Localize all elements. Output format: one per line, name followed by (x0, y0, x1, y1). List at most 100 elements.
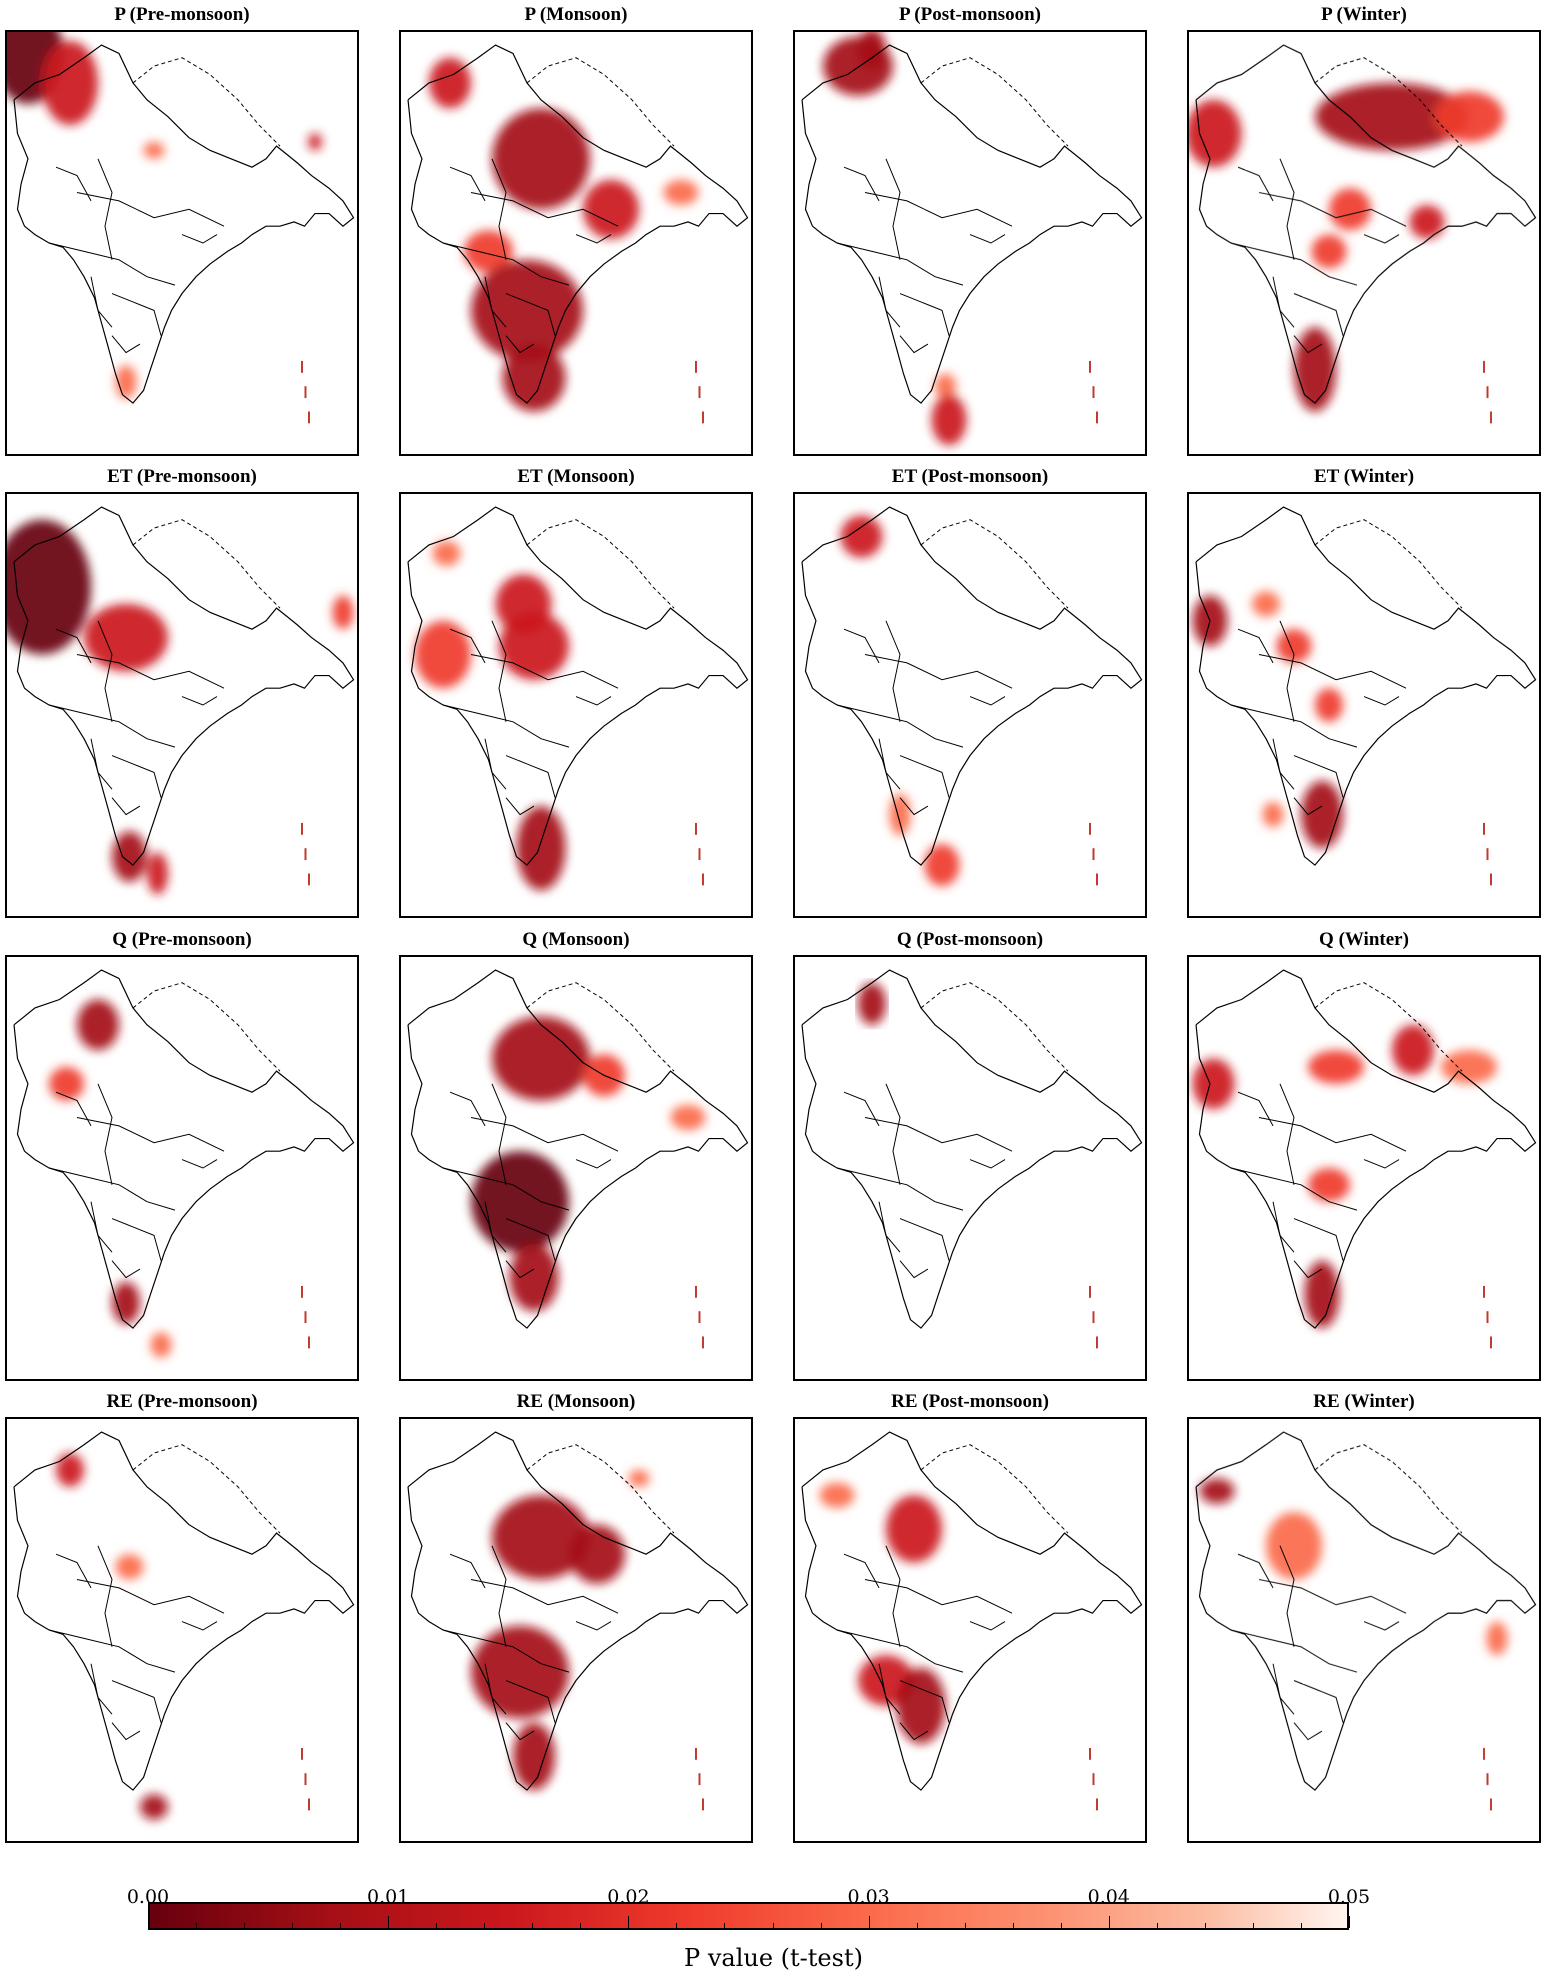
island-mark (1486, 386, 1489, 399)
significance-region (509, 1243, 559, 1312)
state-boundary (864, 653, 1013, 689)
island-mark (301, 822, 303, 835)
island-mark (695, 1747, 697, 1760)
island-mark (1092, 1311, 1095, 1324)
colorbar-tick-mark (724, 1923, 726, 1928)
state-boundary (505, 1260, 535, 1279)
island-mark (698, 848, 701, 861)
map-frame (1187, 955, 1541, 1381)
state-boundary (181, 696, 218, 706)
state-boundary (97, 1083, 113, 1185)
state-boundary (1272, 1201, 1295, 1253)
panel-title: P (Monsoon) (524, 4, 628, 25)
state-boundary (484, 1201, 507, 1253)
colorbar-tick-mark (628, 1916, 630, 1928)
island-mark (695, 360, 697, 373)
state-boundary (885, 620, 901, 722)
state-boundary (48, 704, 176, 748)
colorbar-tick-label: 0.05 (1327, 1886, 1371, 1908)
significance-region (1308, 1168, 1350, 1202)
island-outline (1331, 1794, 1349, 1828)
state-boundary (449, 166, 486, 202)
significance-region (1311, 234, 1347, 269)
significance-region (308, 133, 322, 151)
disputed-boundary (920, 519, 1069, 609)
map-panel: P (Post-monsoon) (793, 4, 1147, 456)
state-boundary (899, 755, 950, 798)
disputed-boundary (920, 1444, 1069, 1534)
island-mark (301, 1285, 303, 1298)
colorbar-tick-mark (1108, 1916, 1110, 1928)
disputed-boundary (1314, 57, 1463, 147)
significance-region (143, 141, 165, 159)
state-boundary (836, 1167, 964, 1211)
island-outline (543, 1332, 561, 1366)
island-mark (1092, 848, 1095, 861)
map-svg (407, 44, 749, 424)
state-boundary (1363, 1159, 1400, 1169)
map-frame (5, 30, 359, 456)
state-boundary (575, 234, 612, 244)
state-boundary (442, 704, 570, 748)
significance-region (840, 515, 883, 558)
significance-region (49, 1066, 85, 1101)
significance-region (1409, 205, 1445, 239)
state-boundary (90, 276, 113, 328)
state-boundary (1258, 191, 1407, 227)
significance-region (583, 179, 639, 239)
state-boundary (1230, 242, 1358, 286)
state-boundary (1293, 797, 1323, 816)
island-mark (1089, 822, 1091, 835)
state-boundary (969, 1621, 1006, 1631)
island-mark (1490, 873, 1492, 886)
island-mark (698, 1773, 701, 1786)
map-panel: RE (Monsoon) (399, 1391, 753, 1843)
state-boundary (1363, 696, 1400, 706)
significance-region (499, 612, 569, 680)
island-outline (1331, 1332, 1349, 1366)
map-frame (793, 955, 1147, 1381)
island-mark (695, 1285, 697, 1298)
map-frame (1187, 1417, 1541, 1843)
significance-region (858, 982, 886, 1025)
state-boundary (111, 755, 162, 798)
colorbar-tick-mark (196, 1923, 198, 1928)
disputed-boundary (920, 982, 1069, 1072)
coastline (13, 44, 355, 404)
panel-title: ET (Monsoon) (517, 466, 635, 487)
significance-region (924, 843, 960, 887)
significance-region (84, 603, 168, 672)
state-boundary (899, 1260, 929, 1279)
significance-region (1308, 1050, 1364, 1084)
island-mark (304, 848, 307, 861)
significance-region (42, 40, 98, 126)
map-frame (5, 955, 359, 1381)
state-boundary (55, 1553, 92, 1589)
state-boundary (449, 1091, 486, 1127)
panel-title: P (Pre-monsoon) (114, 4, 250, 25)
state-boundary (111, 1218, 162, 1261)
colorbar-tick-mark (388, 1916, 390, 1928)
island-mark (702, 1798, 704, 1811)
island-mark (1490, 411, 1492, 424)
state-boundary (575, 1159, 612, 1169)
state-boundary (864, 1116, 1013, 1152)
coastline (1195, 1431, 1537, 1791)
colorbar-tick-mark (1204, 1923, 1206, 1928)
significance-region (886, 1495, 942, 1563)
map-panel: Q (Post-monsoon) (793, 929, 1147, 1381)
disputed-boundary (526, 519, 675, 609)
island-mark (301, 1747, 303, 1760)
state-boundary (491, 158, 507, 260)
colorbar-tick-mark (868, 1916, 870, 1928)
state-boundary (1293, 755, 1344, 798)
state-boundary (76, 653, 225, 689)
state-boundary (505, 1680, 556, 1723)
colorbar-tick-label: 0.01 (367, 1886, 410, 1908)
significance-region (1252, 591, 1280, 617)
colorbar-tick-mark (580, 1923, 582, 1928)
map-frame (793, 492, 1147, 918)
panel-title: P (Post-monsoon) (899, 4, 1041, 25)
island-mark (702, 873, 704, 886)
state-boundary (55, 166, 92, 202)
